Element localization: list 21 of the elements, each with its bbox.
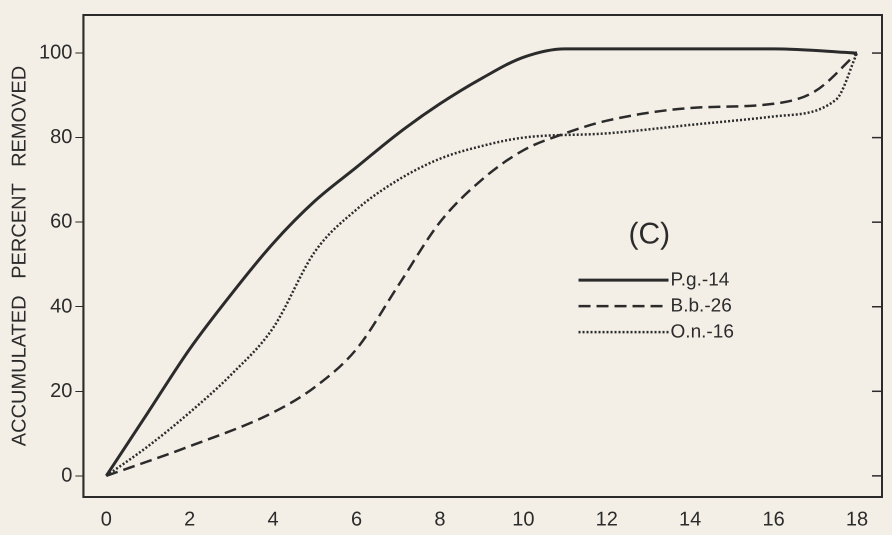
y-tick-label: 40 <box>50 295 72 318</box>
x-tick-label: 4 <box>268 508 279 531</box>
x-tick-label: 12 <box>596 508 618 531</box>
x-tick-label: 14 <box>679 508 702 531</box>
x-tick-label: 0 <box>100 508 112 531</box>
x-tick-label: 2 <box>184 508 196 531</box>
y-tick-label: 0 <box>61 464 72 486</box>
legend-label: O.n.-16 <box>670 321 734 342</box>
legend-label: P.g.-14 <box>670 269 730 290</box>
x-tick-label: 8 <box>434 508 446 531</box>
annotation: (C) <box>628 217 670 250</box>
y-tick-label: 100 <box>38 42 72 64</box>
x-tick-label: 6 <box>350 508 362 531</box>
y-tick-label: 60 <box>50 210 72 233</box>
y-tick-label: 80 <box>50 126 72 148</box>
x-tick-label: 16 <box>762 508 785 531</box>
x-tick-label: 10 <box>512 508 534 531</box>
legend-label: B.b.-26 <box>670 295 732 316</box>
y-axis-title: ACCUMULATED PERCENT REMOVED <box>8 66 31 446</box>
x-tick-label: 18 <box>846 508 868 531</box>
y-tick-label: 20 <box>50 380 72 402</box>
